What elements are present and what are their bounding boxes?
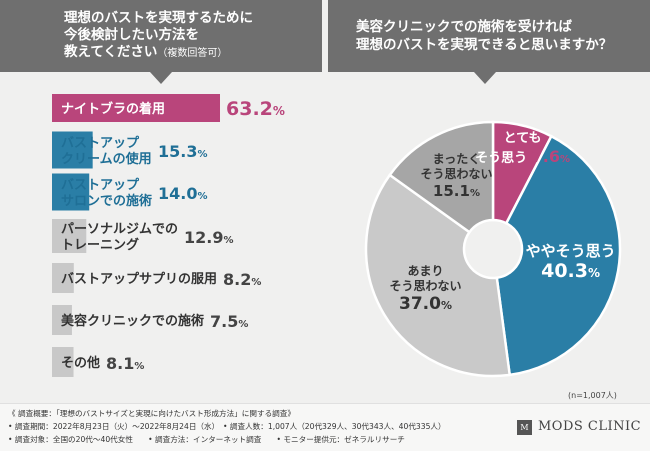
left-header-line1: 理想のバストを実現するために: [64, 10, 253, 26]
right-header: 美容クリニックでの施術を受ければ 理想のバストを実現できると思いますか？: [328, 0, 650, 72]
bar-unit-1: %: [197, 149, 207, 160]
bar-3: [52, 219, 87, 253]
pie-value-2: 37.0%: [398, 293, 452, 314]
pie-label-3-line-1: そう思わない: [420, 167, 493, 182]
right-header-line1: 美容クリニックでの施術を受ければ: [356, 19, 572, 35]
pie-slice-1: [495, 134, 622, 377]
survey-footer: 《 調査概要：「理想のバストサイズと実現に向けたバスト形成方法」に関する調査》 …: [0, 403, 650, 451]
bar-0: [52, 94, 220, 122]
pie-label-1: ややそう思う 40.3%: [526, 242, 616, 284]
bar-label-2-0: バストアップ: [61, 178, 140, 193]
pie-label-0-line-1: そう思う 7.6%: [475, 147, 571, 167]
pie-value-1: 40.3%: [541, 259, 601, 282]
bar-label-0-0: ナイトブラの着用: [61, 101, 165, 117]
bar-unit-4: %: [251, 277, 261, 288]
bar-label-3-1: トレーニング: [61, 237, 139, 253]
right-header-pointer: [474, 72, 496, 84]
bar-label-5-0: 美容クリニックでの施術: [61, 313, 204, 329]
bar-value-1: 15.3%: [158, 142, 208, 161]
pie-slice-2: [364, 173, 512, 378]
bar-5: [52, 305, 72, 335]
bar-label-2-1: サロンでの施術: [61, 193, 152, 209]
left-header-line2: 今後検討したい方法を: [64, 27, 199, 43]
bar-value-3: 12.9%: [184, 228, 234, 247]
bar-value-0: 63.2%: [226, 98, 285, 120]
pie-unit-2: %: [440, 298, 452, 312]
pie-value-3: 15.1%: [432, 182, 480, 201]
left-header-pointer: [150, 72, 172, 84]
bar-unit-6: %: [134, 361, 144, 372]
bar-unit-2: %: [197, 191, 207, 202]
bar-unit-5: %: [238, 319, 248, 330]
bar-label-1-0: バストアップ: [61, 136, 140, 151]
pie-label-2-line-0: あまり: [407, 263, 444, 278]
pie-label-2-line-1: そう思わない: [389, 278, 462, 293]
left-header-line3: 教えてください（複数回答可）: [64, 44, 228, 60]
pie-unit-3: %: [469, 188, 480, 200]
pie-label-2: あまり そう思わない 37.0%: [389, 264, 461, 316]
bar-unit-0: %: [273, 104, 285, 118]
bar-6: [52, 347, 74, 377]
pie-label-1-line-0: ややそう思う: [525, 241, 616, 260]
bar-label-4-0: バストアップサプリの服用: [61, 272, 217, 287]
right-header-line2: 理想のバストを実現できると思いますか？: [356, 37, 613, 53]
pie-slice-3: [388, 120, 495, 234]
bar-value-2: 14.0%: [158, 184, 208, 203]
bar-unit-3: %: [223, 235, 233, 246]
footer-line2: • 調査期間：2022年8月23日（火）～2022年8月24日（水） • 調査人…: [8, 422, 446, 431]
left-header-note: （複数回答可）: [157, 48, 228, 59]
logo-mark: M: [517, 420, 532, 435]
bar-label-3-0: パーソナルジムでの: [61, 222, 178, 237]
sample-size-note: (n=1,007人): [568, 391, 617, 400]
bar-label-6-0: その他: [61, 355, 100, 371]
left-header: 理想のバストを実現するために 今後検討したい方法を 教えてください（複数回答可）: [0, 0, 322, 72]
bar-4: [52, 263, 74, 293]
pie-label-0-line-0: とても: [503, 131, 542, 147]
bar-1: [52, 131, 93, 169]
bar-label-1-1: クリームの使用: [61, 151, 152, 167]
pie-label-3: まったく そう思わない 15.1%: [420, 152, 492, 203]
footer-line3: • 調査対象：全国の20代～40代女性 • 調査方法：インターネット調査 • モ…: [8, 435, 405, 444]
bar-2: [52, 173, 90, 211]
pie-label-3-line-0: まったく: [432, 152, 481, 167]
footer-line1: 《 調査概要：「理想のバストサイズと実現に向けたバスト形成方法」に関する調査》: [8, 409, 295, 418]
pie-value-0: 7.6%: [531, 147, 571, 167]
pie-unit-1: %: [588, 265, 601, 280]
pie-label-0: とても そう思う 7.6%: [475, 131, 570, 169]
pie-unit-0: %: [560, 154, 571, 166]
logo-text: MODS CLINIC: [538, 419, 642, 434]
